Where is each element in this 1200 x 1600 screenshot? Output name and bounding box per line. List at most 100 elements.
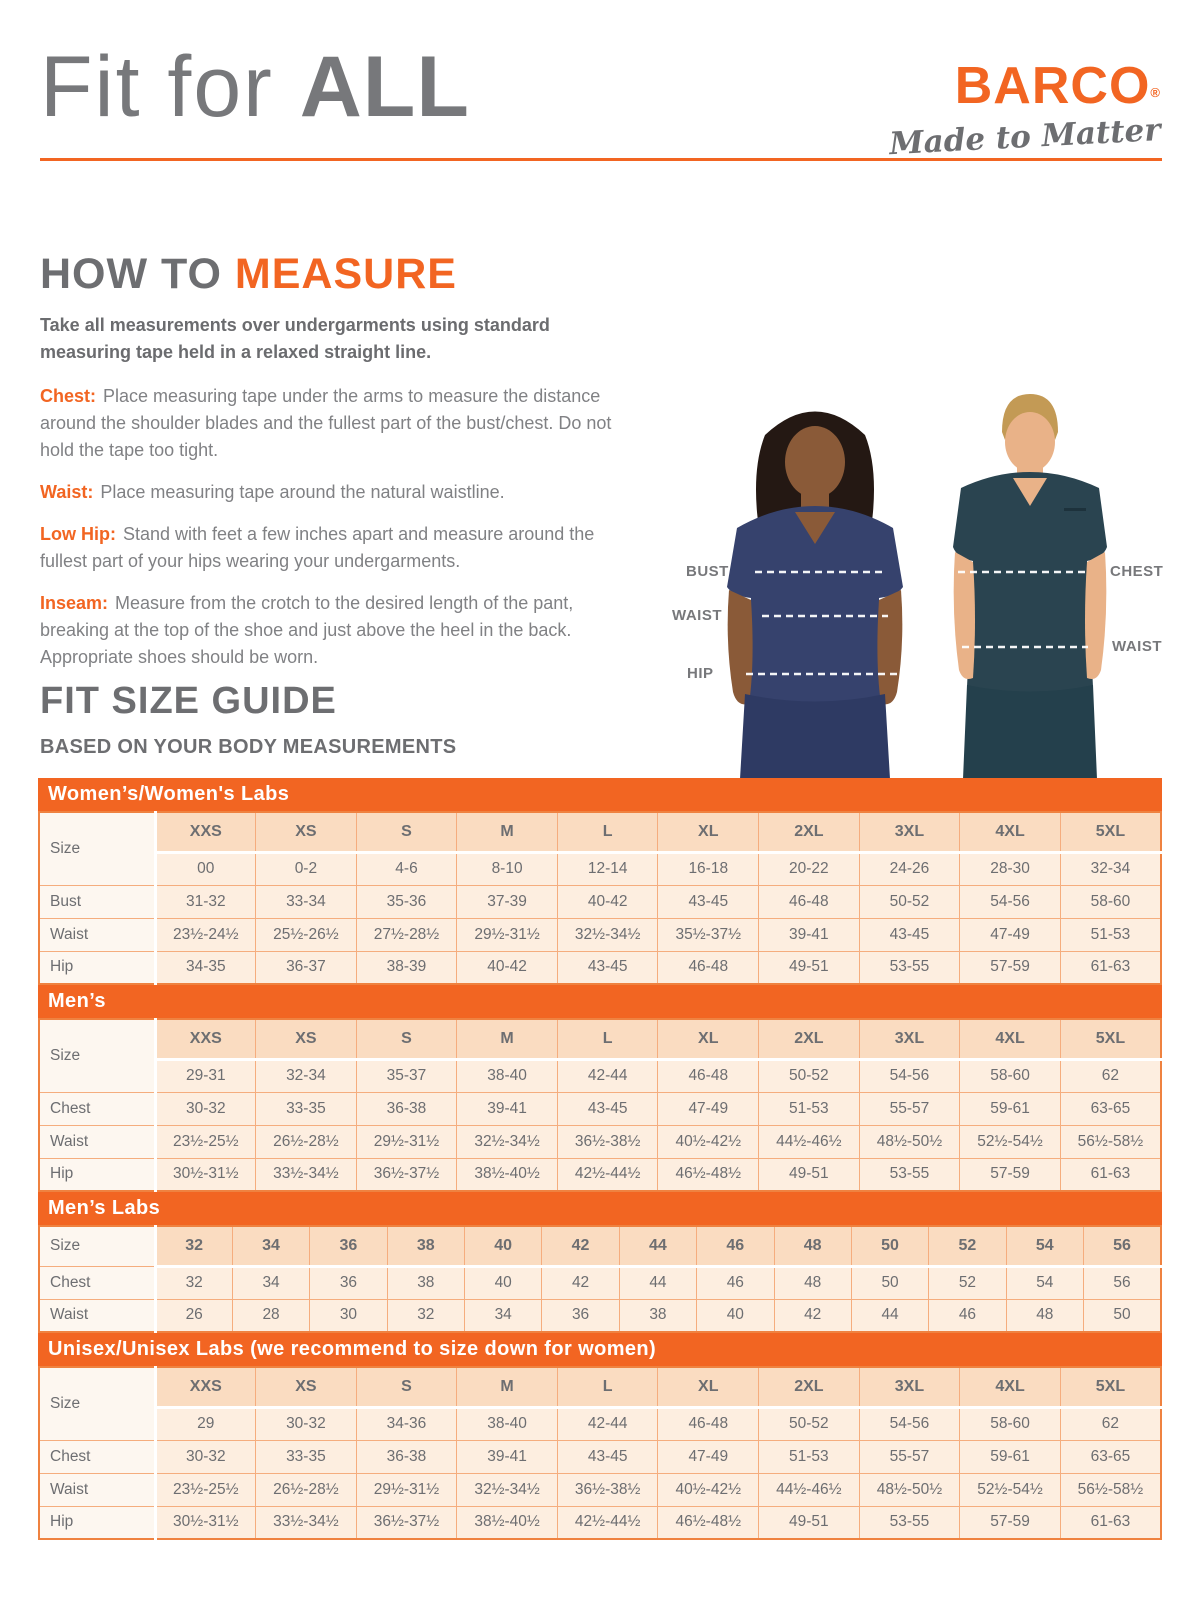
size-column-header: XXS [154,1366,257,1409]
table-row: Hip 30½-31½ 33½-34½ 36½-37½ 38½-40½ 42½-44½ 46… [38,1157,1162,1192]
measurement-row-label: Chest [38,1265,157,1300]
measurement-cell: 40-42 [556,884,659,919]
measurement-cell: 50-52 [858,884,961,919]
measurement-cell: 46½-48½ [657,1505,760,1540]
numeric-size-cell: 34-36 [355,1406,458,1441]
numeric-size-cell: 35-37 [355,1058,458,1093]
size-column-header: S [355,811,458,854]
measurement-cell: 23½-24½ [154,917,257,952]
numeric-size-cell: 58-60 [959,1406,1061,1441]
measure-instructions: Take all measurements over undergarments… [40,312,632,686]
size-column-header: 3XL [858,1366,961,1409]
size-column-header: 4XL [959,811,1061,854]
measurement-cell: 46 [696,1265,775,1300]
size-column-header: 44 [618,1225,698,1268]
measurement-cell: 40½-42½ [657,1124,760,1159]
measurement-cell: 33-35 [255,1091,357,1126]
size-column-header: L [556,811,659,854]
how-to-measure-heading: HOW TO MEASURE [40,250,457,299]
numeric-size-cell: 16-18 [657,851,760,886]
figure-label-hip: HIP [687,665,714,682]
measurement-cell: 38-39 [355,950,458,985]
measurement-cell: 52½-54½ [959,1124,1061,1159]
measure-intro: Take all measurements over undergarments… [40,315,550,362]
measurement-cell: 30 [309,1298,388,1333]
measure-item-text: Measure from the crotch to the desired l… [40,593,574,667]
measurement-cell: 42½-44½ [556,1505,659,1540]
size-column-header: 38 [386,1225,466,1268]
measurement-cell: 57-59 [959,950,1061,985]
measurement-cell: 43-45 [556,950,659,985]
measurement-cell: 33-34 [255,884,357,919]
size-column-header: 2XL [758,1366,860,1409]
measure-item-inseam: Inseam: Measure from the crotch to the de… [40,590,632,671]
measurement-row-label: Chest [38,1439,157,1474]
measurement-cell: 30-32 [154,1091,257,1126]
numeric-size-cell: 38-40 [456,1406,558,1441]
measurement-cell: 49-51 [758,1157,860,1192]
measurement-row-label: Waist [38,917,157,952]
measurement-cell: 61-63 [1059,1505,1162,1540]
measurement-row-label: Chest [38,1091,157,1126]
numeric-size-cell: 0-2 [255,851,357,886]
brand-logo: BARCO® [889,60,1160,112]
table-row: Waist 23½-24½ 25½-26½ 27½-28½ 29½-31½ 32½-34½… [38,917,1162,952]
size-column-header: S [355,1018,458,1061]
measurement-cell: 44½-46½ [758,1124,860,1159]
size-column-header: 48 [773,1225,852,1268]
measurement-cell: 23½-25½ [154,1124,257,1159]
measurement-cell: 34-35 [154,950,257,985]
measurement-cell: 36½-37½ [355,1505,458,1540]
size-row-label: Size [38,1018,157,1093]
measurement-cell: 36½-37½ [355,1157,458,1192]
table-banner: Men’s [38,985,1162,1018]
numeric-size-cell: 38-40 [456,1058,558,1093]
measurement-cell: 38½-40½ [456,1505,558,1540]
figure-label-waist-woman: WAIST [672,607,722,624]
measurement-cell: 42 [541,1265,620,1300]
numeric-size-cell: 50-52 [758,1058,860,1093]
measurement-cell: 26 [154,1298,233,1333]
measurement-cell: 55-57 [858,1439,961,1474]
brand-block: BARCO® Made to Matter [888,60,1161,162]
measurement-cell: 23½-25½ [154,1472,257,1507]
measure-item-label: Low Hip: [40,524,116,544]
man-model [953,394,1107,779]
page-title-regular: Fit for [40,39,300,135]
measurement-cell: 36-37 [255,950,357,985]
numeric-size-cell: 00 [154,851,257,886]
numeric-size-cell: 8-10 [456,851,558,886]
measurement-cell: 36½-38½ [556,1124,659,1159]
measurement-cell: 30½-31½ [154,1157,257,1192]
measurement-cell: 36 [541,1298,620,1333]
numeric-size-cell: 46-48 [657,1406,760,1441]
measurement-cell: 29½-31½ [456,917,558,952]
measurement-row-label: Waist [38,1124,157,1159]
numeric-size-cell: 20-22 [758,851,860,886]
measurement-cell: 48 [1005,1298,1085,1333]
size-column-header: M [456,1018,558,1061]
size-table: Size 32 34 36 38 40 42 44 46 48 50 52 54 56 Chest 32 34 3… [38,1225,1162,1333]
size-column-header: M [456,811,558,854]
measurement-cell: 33½-34½ [255,1157,357,1192]
fit-size-guide-heading: FIT SIZE GUIDE [40,680,337,722]
measurement-cell: 53-55 [858,950,961,985]
measurement-cell: 35½-37½ [657,917,760,952]
table-row: Hip 30½-31½ 33½-34½ 36½-37½ 38½-40½ 42½-44½ 46… [38,1505,1162,1540]
measurement-cell: 33-35 [255,1439,357,1474]
measurement-cell: 48 [773,1265,852,1300]
measurement-cell: 39-41 [456,1439,558,1474]
header-divider [40,158,1162,161]
measurement-cell: 40 [696,1298,775,1333]
measurement-cell: 40-42 [456,950,558,985]
size-column-header: L [556,1018,659,1061]
numeric-size-cell: 4-6 [355,851,458,886]
measurement-cell: 43-45 [657,884,760,919]
measurement-cell: 38½-40½ [456,1157,558,1192]
measurement-row-label: Hip [38,950,157,985]
table-row: Waist 23½-25½ 26½-28½ 29½-31½ 32½-34½ 36½-38½… [38,1472,1162,1507]
measurement-row-label: Waist [38,1472,157,1507]
size-column-header: 2XL [758,1018,860,1061]
measurement-cell: 54 [1005,1265,1085,1300]
